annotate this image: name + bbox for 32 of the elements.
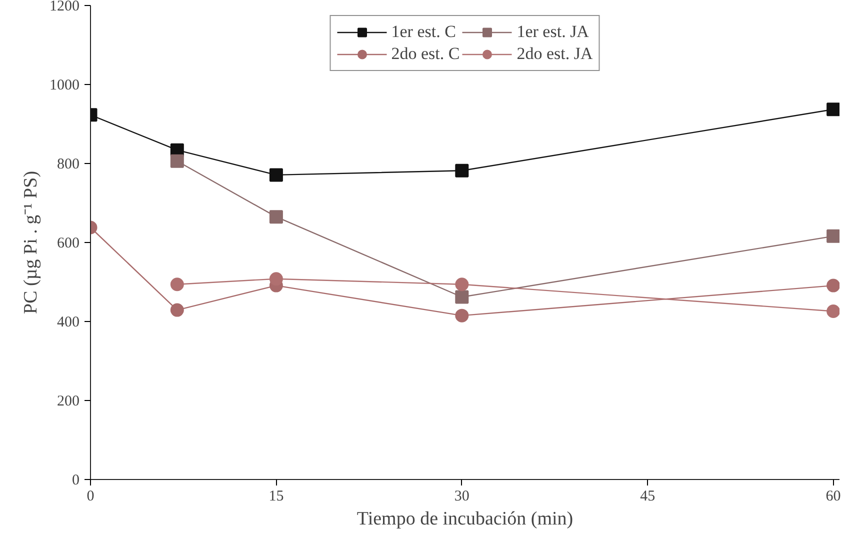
point [826, 102, 840, 116]
x-tick-label: 45 [640, 488, 656, 504]
x-tick-label: 0 [86, 488, 94, 504]
point [170, 154, 184, 168]
legend-label: 2do est. C [391, 44, 460, 64]
y-tick-label: 400 [57, 314, 80, 330]
point [170, 303, 184, 317]
y-tick-label: 200 [57, 394, 80, 410]
point [826, 304, 840, 318]
point [455, 308, 469, 322]
y-tick-label: 0 [72, 472, 80, 488]
x-axis-title: Tiempo de incubación (min) [356, 508, 574, 530]
point [269, 210, 283, 224]
point [826, 229, 840, 243]
legend-label: 1er est. C [391, 22, 456, 42]
legend-label: 1er est. JA [516, 22, 589, 42]
point [170, 278, 184, 292]
y-tick-label: 800 [57, 156, 80, 172]
y-tick-label: 1000 [50, 78, 80, 94]
point [826, 278, 840, 292]
x-tick-label: 15 [268, 488, 284, 504]
y-tick-label: 1200 [50, 0, 80, 14]
y-axis-title: PC (µg Pi . g⁻¹ PS) [20, 170, 42, 314]
point [269, 272, 283, 286]
x-tick-label: 30 [454, 488, 470, 504]
point [455, 278, 469, 292]
y-tick-label: 600 [57, 236, 80, 252]
legend-label: 2do est. JA [516, 44, 593, 64]
point [269, 168, 283, 182]
point [455, 164, 469, 178]
point [455, 290, 469, 304]
x-tick-label: 60 [826, 488, 841, 504]
